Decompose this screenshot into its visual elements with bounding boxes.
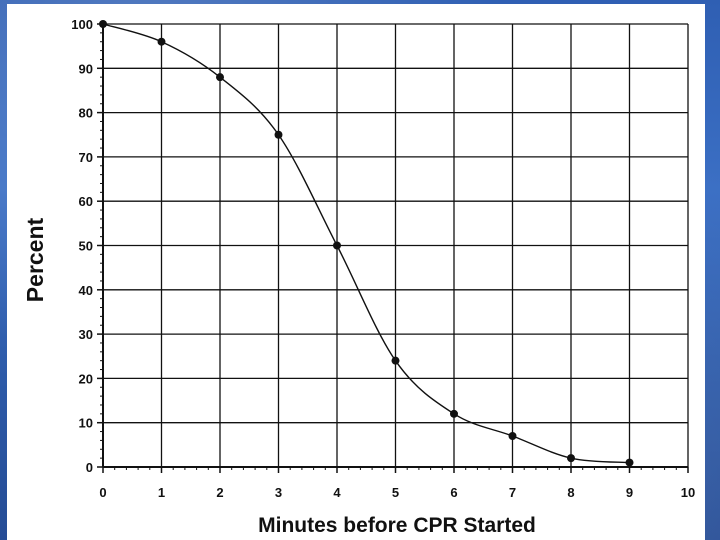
data-point (216, 73, 224, 82)
y-tick-label: 40 (79, 283, 93, 298)
x-tick-labels: 0 1 2 3 4 5 6 7 8 9 10 (99, 485, 695, 500)
y-axis-title: Percent (22, 217, 48, 302)
series-curve (102, 23, 630, 464)
x-tick-label: 8 (567, 485, 574, 500)
chart-panel (7, 4, 705, 540)
x-axis-title: Minutes before CPR Started (258, 514, 536, 537)
y-tick-label: 60 (79, 194, 93, 209)
series-line (102, 23, 630, 464)
data-point (508, 431, 517, 440)
y-tick-label: 50 (79, 239, 93, 254)
x-tick-label: 10 (681, 485, 695, 500)
x-tick-label: 9 (626, 485, 633, 500)
data-point (157, 37, 166, 46)
y-tick-label: 100 (71, 17, 93, 32)
x-tick-label: 7 (509, 485, 516, 500)
y-tick-labels: 0 10 20 30 40 50 60 70 80 90 100 (71, 17, 93, 475)
data-points (99, 20, 634, 467)
data-point (391, 356, 400, 365)
data-point (450, 409, 458, 418)
y-tick-label: 80 (79, 106, 93, 121)
data-point (274, 130, 283, 139)
data-point (333, 241, 341, 250)
minor-ticks (97, 23, 689, 473)
x-tick-label: 4 (333, 485, 341, 500)
grid-lines (103, 23, 689, 467)
x-tick-label: 3 (275, 485, 282, 500)
x-tick-label: 1 (158, 485, 165, 500)
y-tick-label: 10 (79, 416, 93, 431)
data-point (567, 454, 575, 463)
data-point (625, 458, 634, 467)
x-tick-label: 2 (216, 485, 223, 500)
x-tick-label: 0 (99, 485, 106, 500)
y-tick-label: 0 (86, 460, 93, 475)
y-tick-label: 90 (79, 61, 93, 76)
x-tick-label: 6 (450, 485, 457, 500)
x-tick-label: 5 (392, 485, 399, 500)
y-tick-label: 20 (79, 371, 93, 386)
y-tick-label: 30 (79, 327, 93, 342)
data-point (99, 20, 107, 28)
y-tick-label: 70 (79, 150, 93, 165)
